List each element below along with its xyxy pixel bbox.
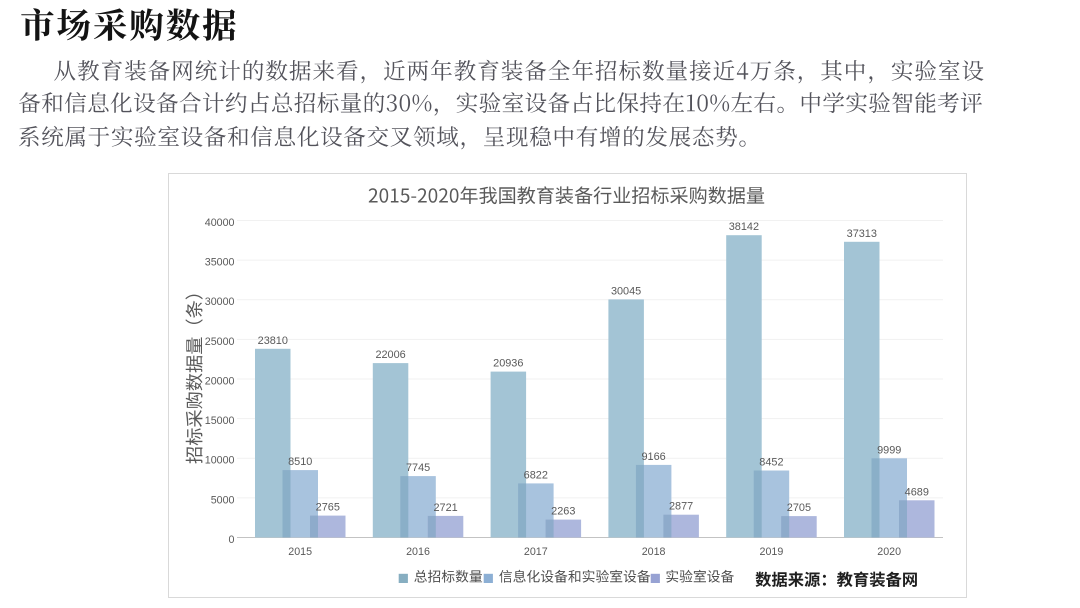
svg-text:2705: 2705 (787, 502, 811, 514)
svg-text:2017: 2017 (524, 546, 548, 558)
svg-text:6822: 6822 (524, 469, 548, 481)
svg-text:20000: 20000 (205, 375, 235, 387)
svg-text:2020: 2020 (877, 546, 901, 558)
svg-text:2019: 2019 (760, 546, 784, 558)
svg-text:2765: 2765 (316, 502, 340, 514)
svg-text:2018: 2018 (642, 546, 666, 558)
svg-text:2263: 2263 (551, 506, 575, 518)
svg-text:35000: 35000 (205, 257, 235, 269)
svg-text:2016: 2016 (406, 546, 430, 558)
svg-text:25000: 25000 (205, 336, 235, 348)
svg-text:0: 0 (229, 534, 235, 546)
svg-text:2877: 2877 (669, 501, 693, 513)
svg-text:40000: 40000 (205, 217, 235, 229)
svg-text:30045: 30045 (611, 285, 641, 297)
svg-text:23810: 23810 (258, 335, 288, 347)
svg-text:30000: 30000 (205, 296, 235, 308)
svg-text:9999: 9999 (877, 444, 901, 456)
svg-text:7745: 7745 (406, 462, 430, 474)
svg-text:37313: 37313 (847, 228, 877, 240)
svg-text:8452: 8452 (759, 457, 783, 469)
svg-text:15000: 15000 (205, 415, 235, 427)
svg-text:2015: 2015 (288, 546, 312, 558)
svg-text:22006: 22006 (375, 349, 405, 361)
svg-text:5000: 5000 (211, 494, 235, 506)
svg-text:2721: 2721 (433, 502, 457, 514)
svg-text:8510: 8510 (288, 456, 312, 468)
svg-text:4689: 4689 (905, 486, 929, 498)
svg-text:38142: 38142 (729, 221, 759, 233)
svg-text:9166: 9166 (641, 451, 665, 463)
svg-text:10000: 10000 (205, 455, 235, 467)
svg-text:20936: 20936 (493, 358, 523, 370)
